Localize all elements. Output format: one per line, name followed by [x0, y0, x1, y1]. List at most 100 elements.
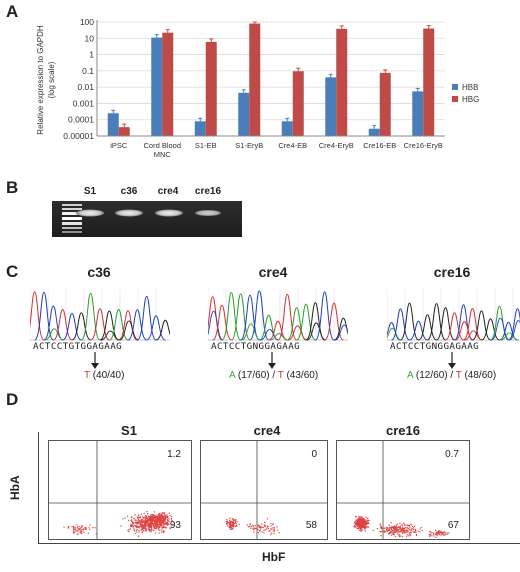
flow-event — [126, 515, 129, 517]
flow-event — [159, 519, 161, 522]
flow-event — [406, 535, 408, 537]
chromatogram-peak — [44, 328, 64, 341]
flow-event — [157, 514, 159, 516]
flow-event — [152, 515, 155, 517]
flow-event — [143, 512, 145, 515]
flow-event — [234, 522, 236, 525]
flow-event — [364, 520, 367, 522]
flow-event — [405, 527, 407, 529]
legend-hbg-label: HBG — [462, 95, 479, 104]
flow-event — [142, 525, 144, 527]
flow-event — [273, 527, 276, 529]
flow-event — [359, 517, 362, 519]
flow-event — [366, 521, 368, 524]
flow-event — [365, 516, 367, 518]
flow-event — [168, 520, 170, 522]
flow-event — [380, 526, 383, 528]
sequence-base: G — [68, 341, 75, 352]
flow-event — [137, 526, 139, 528]
chromatogram-peak — [230, 293, 251, 341]
flow-event — [271, 532, 273, 534]
flow-event — [137, 519, 139, 521]
flow-event — [401, 528, 403, 530]
flow-event — [390, 530, 392, 532]
flow-event — [148, 519, 151, 521]
flow-event — [232, 523, 234, 526]
flow-event — [354, 521, 356, 523]
flow-event — [133, 528, 135, 530]
flow-event — [389, 529, 391, 531]
flow-event — [264, 525, 266, 527]
flow-event — [417, 530, 419, 532]
flow-event — [73, 529, 75, 531]
flow-event — [152, 529, 155, 531]
flow-event — [403, 529, 405, 531]
flow-event — [162, 519, 164, 522]
y-tick-label: 0.1 — [82, 66, 94, 76]
chromatogram-peak — [53, 309, 73, 341]
flow-event — [392, 531, 395, 533]
flow-event — [356, 522, 358, 524]
flow-event — [161, 529, 163, 531]
sequence-base: G — [258, 341, 265, 352]
flow-event — [225, 523, 228, 525]
flow-event — [164, 515, 166, 517]
flow-event — [230, 525, 232, 527]
gel-ladder-band — [62, 208, 82, 210]
flow-event — [140, 523, 142, 525]
flow-event — [389, 532, 391, 534]
flow-title-cre4: cre4 — [253, 423, 281, 438]
flow-event — [146, 528, 148, 530]
flow-event — [162, 516, 164, 518]
flow-event — [167, 520, 169, 522]
flow-event — [249, 523, 251, 525]
flow-scatter-cre4 — [201, 441, 327, 539]
flow-event — [361, 518, 363, 520]
flow-event — [393, 525, 395, 527]
chromatogram-peak — [387, 327, 402, 341]
flow-event — [386, 526, 388, 528]
flow-event — [433, 532, 435, 534]
flow-event — [358, 520, 360, 522]
flow-event — [75, 530, 77, 532]
flow-event — [149, 516, 151, 518]
flow-event — [253, 529, 255, 531]
chart-bars — [107, 23, 435, 137]
flow-event — [140, 519, 142, 521]
flow-event — [407, 527, 410, 530]
flow-event — [132, 523, 134, 525]
flow-event — [151, 515, 153, 517]
flow-event — [144, 527, 146, 529]
chromatogram-peak — [240, 294, 260, 341]
gel-ladder-band — [62, 222, 82, 225]
flow-event — [396, 530, 398, 532]
sequence-base: T — [222, 341, 229, 352]
flow-event — [364, 524, 366, 526]
flow-event — [154, 527, 156, 530]
flow-event — [360, 526, 362, 528]
chromatogram-peak — [80, 292, 101, 341]
flow-event — [360, 522, 363, 524]
flow-event — [156, 526, 159, 528]
flow-event — [137, 521, 139, 523]
chromatogram-cre16 — [387, 289, 520, 341]
flow-event — [72, 527, 75, 529]
flow-event — [357, 521, 359, 523]
flow-event — [409, 533, 411, 536]
flow-event — [147, 520, 149, 523]
flow-event — [145, 525, 147, 527]
flow-event — [235, 524, 238, 527]
flow-event — [161, 515, 163, 517]
flow-event — [163, 519, 165, 522]
flow-event — [95, 533, 97, 535]
chromatogram-peak — [268, 320, 288, 341]
sequence-base: G — [473, 341, 480, 352]
flow-event — [435, 531, 437, 533]
flow-event — [363, 520, 365, 522]
flow-event — [393, 527, 395, 529]
flow-event — [155, 523, 158, 525]
sequence-base: N — [252, 341, 259, 352]
flow-event — [231, 524, 233, 526]
flow-event — [145, 516, 147, 518]
chromatogram-peak — [333, 317, 348, 341]
